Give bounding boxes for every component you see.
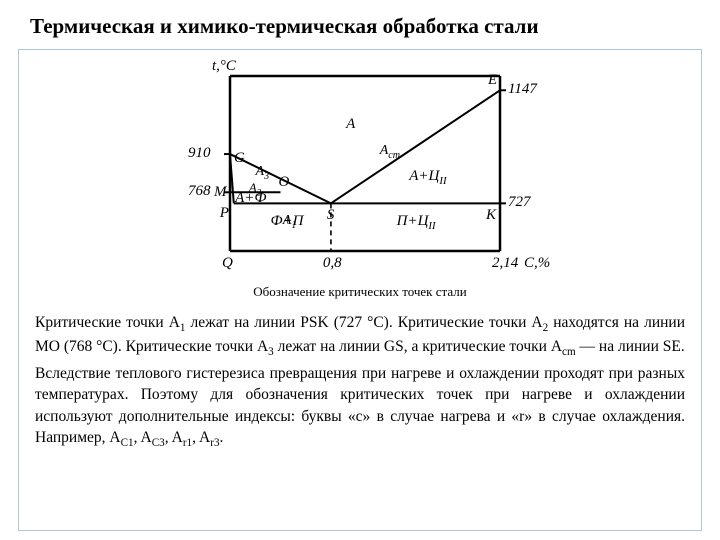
diagram-container: t,°C9107681147727Q0,82,14C,%GMPOSEKA3Acm…: [35, 56, 685, 276]
body-text: Критические точки A1 лежат на линии PSK …: [35, 312, 685, 452]
phase-diagram: t,°C9107681147727Q0,82,14C,%GMPOSEKA3Acm…: [160, 56, 560, 276]
diagram-caption: Обозначение критических точек стали: [35, 284, 685, 300]
paragraph-1: Критические точки A1 лежат на линии PSK …: [35, 312, 685, 361]
content-frame: t,°C9107681147727Q0,82,14C,%GMPOSEKA3Acm…: [18, 49, 702, 531]
paragraph-2: Вследствие теплового гистерезиса превращ…: [35, 363, 685, 452]
page-title: Термическая и химико-термическая обработ…: [0, 0, 720, 49]
